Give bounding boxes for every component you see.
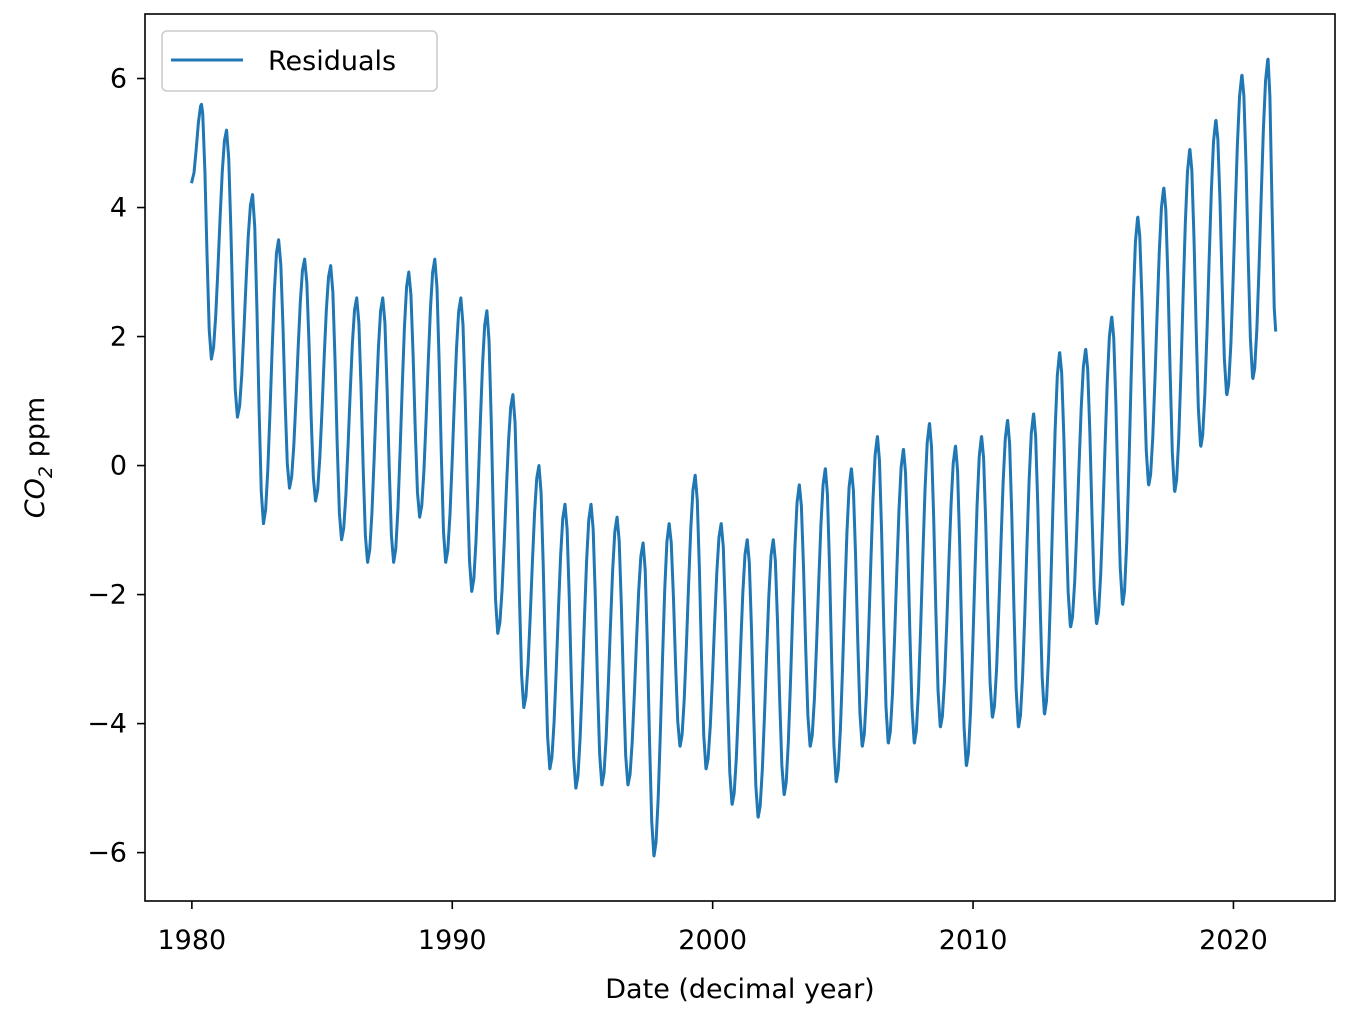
y-tick-label: 6 bbox=[110, 64, 127, 95]
y-tick-label: −4 bbox=[87, 709, 127, 740]
x-axis-label: Date (decimal year) bbox=[605, 974, 874, 1005]
y-axis-label-subscript: 2 bbox=[35, 466, 57, 478]
residuals-series-line bbox=[190, 57, 1278, 858]
x-tick-label: 1980 bbox=[158, 925, 227, 956]
x-axis-ticks: 1980 1990 2000 2010 2020 bbox=[158, 901, 1268, 956]
plot-area bbox=[190, 57, 1278, 858]
x-tick-label: 1990 bbox=[418, 925, 487, 956]
x-tick-label: 2000 bbox=[678, 925, 747, 956]
legend-label-residuals: Residuals bbox=[268, 46, 396, 77]
y-tick-label: −2 bbox=[87, 580, 127, 611]
y-axis-label-unit: ppm bbox=[20, 397, 51, 466]
y-tick-label: 2 bbox=[110, 322, 127, 353]
y-tick-label: −6 bbox=[87, 838, 127, 869]
y-axis-ticks: −6 −4 −2 0 2 4 6 bbox=[87, 64, 145, 869]
y-axis-label: CO2 ppm bbox=[20, 397, 57, 518]
y-tick-label: 4 bbox=[110, 193, 127, 224]
legend: Residuals bbox=[161, 30, 438, 92]
legend-box bbox=[161, 30, 438, 92]
y-axis-label-species: CO bbox=[20, 478, 51, 518]
y-tick-label: 0 bbox=[110, 451, 127, 482]
x-tick-label: 2020 bbox=[1199, 925, 1268, 956]
axes-frame bbox=[144, 13, 1336, 902]
x-tick-label: 2010 bbox=[939, 925, 1008, 956]
